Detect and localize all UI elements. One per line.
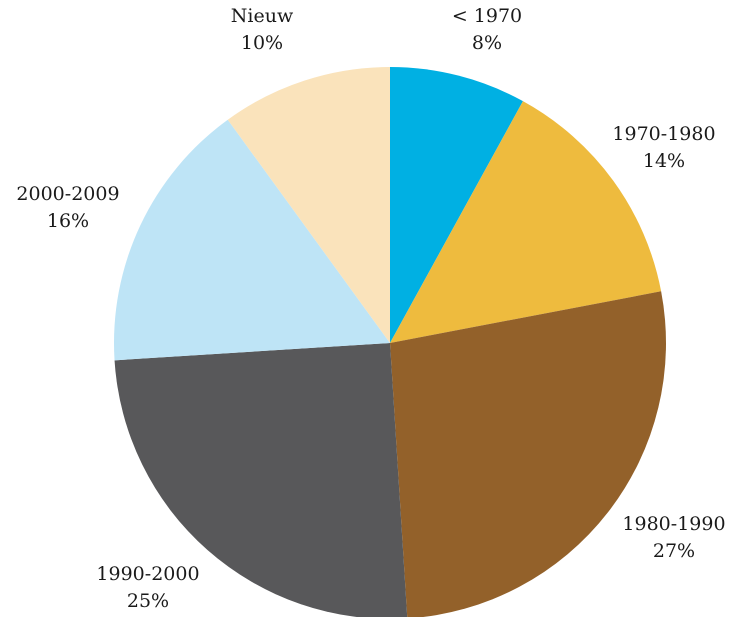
slice-label: 1990-2000 25%	[96, 563, 199, 612]
pie-slice-2000-2009	[113, 119, 390, 361]
slice-percent-label: 14%	[643, 150, 685, 172]
slice-category-label: 2000-2009	[16, 183, 119, 205]
pie-slice-1970-1980	[390, 101, 662, 343]
slice-label: < 1970 8%	[452, 5, 522, 54]
slice-category-label: 1990-2000	[96, 563, 199, 585]
slice-label: Nieuw 10%	[231, 5, 294, 54]
slice-category-label: 1970-1980	[612, 123, 715, 145]
slice-label: 1970-1980 14%	[612, 123, 715, 172]
slice-category-label: < 1970	[452, 5, 522, 27]
pie-slices	[113, 67, 666, 617]
slice-category-label: 1980-1990	[622, 513, 725, 535]
slice-label: 1980-1990 27%	[622, 513, 725, 562]
pie-labels: < 1970 8% 1970-1980 14% 1980-1990 27% 1990-200…	[16, 5, 725, 612]
slice-percent-label: 10%	[241, 32, 283, 54]
slice-percent-label: 8%	[472, 32, 502, 54]
pie-slice-nieuw	[227, 67, 390, 343]
slice-category-label: Nieuw	[231, 5, 294, 27]
slice-label: 2000-2009 16%	[16, 183, 119, 232]
slice-percent-label: 25%	[127, 590, 169, 612]
slice-percent-label: 27%	[653, 540, 695, 562]
pie-slice-1980-1990	[390, 291, 666, 617]
slice-percent-label: 16%	[47, 210, 89, 232]
pie-slice-1990-2000	[114, 343, 408, 617]
pie-slice-1970	[390, 67, 523, 343]
